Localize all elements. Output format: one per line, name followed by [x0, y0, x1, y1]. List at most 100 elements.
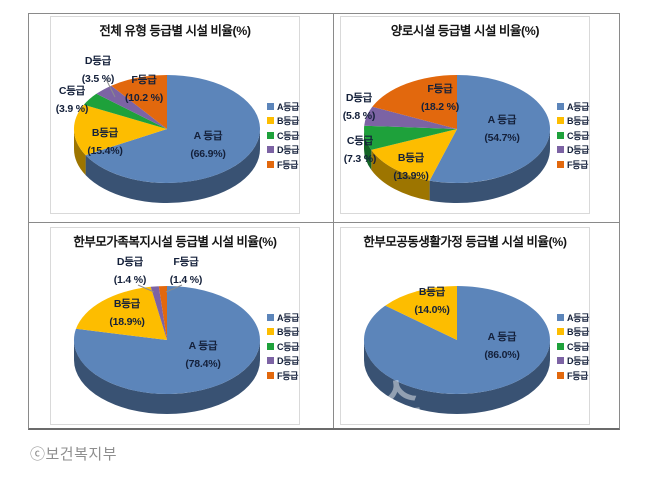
legend-swatch — [267, 313, 274, 321]
legend-swatch — [557, 371, 564, 379]
legend-label: C등급 — [277, 341, 300, 352]
pie-slice-B — [385, 286, 457, 340]
legend-item: D등급 — [267, 354, 299, 368]
legend-swatch — [267, 328, 274, 335]
legend-swatch — [557, 117, 564, 124]
slice-name-label: F등급 — [173, 256, 199, 268]
slice-pct-label: (14.0%) — [414, 304, 449, 316]
slice-name-label: A 등급 — [488, 331, 517, 343]
pie-slice-B — [76, 286, 167, 340]
pie-slice-A — [73, 286, 260, 394]
legend-label: F등급 — [567, 370, 589, 381]
slice-pct-label: (1.4 %) — [170, 274, 202, 286]
chart-legend: A등급 B등급 C등급 D등급 F등급 — [557, 99, 589, 172]
legend-item: C등급 — [267, 339, 299, 353]
pie-chart: A 등급 (78.4%) B등급 (18.9%) D등급 (1.4 %) F등급 (1.4 %… — [73, 256, 260, 414]
slice-name-label: A 등급 — [189, 340, 218, 352]
legend-item: F등급 — [557, 368, 589, 382]
legend-item: B등급 — [267, 325, 299, 339]
pie-chart: A 등급 (86.0%) B등급 (14.0%) — [363, 286, 550, 414]
slice-pct-label: (5.8 %) — [343, 110, 375, 122]
legend-item: C등급 — [267, 128, 299, 142]
slice-pct-label: (18.2 %) — [421, 101, 459, 113]
slice-pct-label: (3.9 %) — [56, 103, 88, 115]
legend-item: C등급 — [557, 128, 589, 142]
pie-slice-B — [371, 129, 457, 181]
chart-legend: A등급 B등급 C등급 D등급 F등급 — [267, 310, 299, 383]
pie-slice-C — [83, 93, 167, 129]
slice-pct-label: (13.9%) — [393, 170, 428, 182]
slice-name-label: B등급 — [92, 127, 119, 139]
legend-label: C등급 — [567, 130, 590, 141]
label-leader-line — [105, 78, 116, 98]
chart-cell-4: A 등급 (86.0%) B등급 (14.0%) 한부모공동생활가정 등급별 시설 비… — [334, 223, 619, 429]
legend-swatch — [557, 102, 564, 110]
chart-cell-3: A 등급 (78.4%) B등급 (18.9%) D등급 (1.4 %) F등급 (1.4 %… — [29, 223, 334, 428]
label-leader-line — [137, 284, 155, 293]
pie-slice-side — [371, 149, 430, 201]
legend-swatch — [557, 328, 564, 335]
slice-name-label: D등급 — [346, 92, 373, 104]
legend-label: F등급 — [567, 159, 589, 170]
legend-swatch — [267, 131, 274, 139]
legend-label: D등급 — [277, 356, 300, 366]
chart-cell-2: A 등급 (54.7%) B등급 (13.9%) C등급 (7.3 %) D등급 (5.8 %… — [334, 14, 619, 223]
slice-name-label: A 등급 — [488, 114, 517, 126]
legend-item: D등급 — [557, 143, 589, 157]
pie-slice-D — [150, 286, 167, 340]
pie-slice-A — [363, 286, 550, 394]
pie-slice-F — [372, 75, 457, 129]
pie-slice-side — [74, 129, 86, 176]
legend-label: A등급 — [277, 101, 300, 112]
slice-name-label: F등급 — [131, 74, 157, 86]
pie-slice-D — [364, 106, 457, 129]
legend-label: C등급 — [567, 341, 590, 352]
legend-label: D등급 — [277, 145, 300, 155]
slice-name-label: D등급 — [117, 256, 144, 268]
chart-title: 한부모공동생활가정 등급별 시설 비율(%) — [363, 235, 567, 249]
slice-pct-label: (1.4 %) — [114, 274, 146, 286]
slice-pct-label: (3.5 %) — [82, 73, 114, 85]
pie-slice-side — [74, 340, 260, 414]
legend-swatch — [267, 160, 274, 168]
legend-item: A등급 — [267, 99, 299, 113]
chart-panel-yangro: A 등급 (54.7%) B등급 (13.9%) C등급 (7.3 %) D등급 (5.8 %… — [340, 16, 590, 214]
legend-item: A등급 — [557, 99, 589, 113]
legend-swatch — [557, 357, 564, 364]
legend-item: F등급 — [267, 368, 299, 382]
chart-legend: A등급 B등급 C등급 D등급 F등급 — [557, 310, 589, 383]
slice-name-label: C등급 — [59, 85, 86, 97]
pie-slice-side — [85, 129, 260, 203]
chart-title: 양로시설 등급별 시설 비율(%) — [390, 24, 540, 38]
pie-chart: A 등급 (54.7%) B등급 (13.9%) C등급 (7.3 %) D등급 (5.8 %… — [343, 75, 551, 203]
legend-swatch — [557, 146, 564, 153]
legend-item: A등급 — [557, 310, 589, 324]
slice-pct-label: (54.7%) — [484, 132, 519, 144]
legend-label: B등급 — [277, 327, 300, 337]
legend-swatch — [557, 342, 564, 350]
slice-name-label: D등급 — [85, 55, 112, 67]
slice-name-label: A 등급 — [194, 130, 223, 142]
charts-grid: A 등급 (66.9%) B등급 (15.4%) C등급 (3.9 %) D등급 (3.5 %… — [28, 13, 620, 430]
slice-pct-label: (86.0%) — [484, 349, 519, 361]
legend-swatch — [267, 357, 274, 364]
slice-pct-label: (78.4%) — [185, 358, 220, 370]
legend-item: B등급 — [557, 325, 589, 339]
legend-swatch — [267, 102, 274, 110]
slice-name-label: B등급 — [419, 286, 446, 298]
legend-label: F등급 — [277, 370, 299, 381]
legend-label: A등급 — [567, 101, 590, 112]
legend-swatch — [267, 371, 274, 379]
legend-swatch — [267, 146, 274, 153]
label-leader-line — [165, 284, 183, 293]
legend-item: F등급 — [557, 157, 589, 171]
slice-name-label: C등급 — [347, 135, 374, 147]
slice-name-label: F등급 — [427, 83, 453, 95]
pie-slice-side — [364, 340, 550, 414]
pie-slice-C — [364, 125, 457, 150]
slice-name-label: B등급 — [398, 152, 425, 164]
legend-swatch — [267, 117, 274, 124]
legend-label: B등급 — [277, 116, 300, 126]
legend-item: B등급 — [557, 114, 589, 128]
